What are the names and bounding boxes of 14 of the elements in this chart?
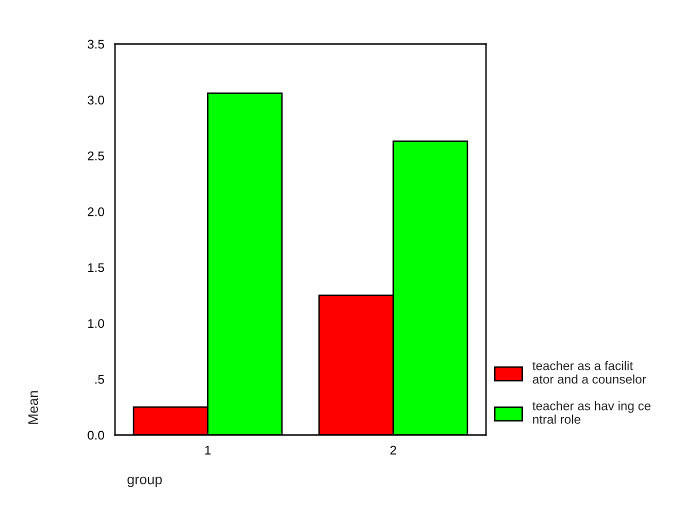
y-tick-label: .5 bbox=[95, 375, 104, 384]
x-axis-title: group bbox=[128, 476, 162, 488]
legend-label: teacher as hav ing ce ntral role bbox=[532, 401, 651, 424]
y-tick-label: 2.0 bbox=[88, 207, 104, 216]
y-tick-label: 3.5 bbox=[88, 40, 104, 49]
y-tick-label: 2.5 bbox=[88, 152, 104, 160]
x-tick-label: 1 bbox=[205, 446, 211, 454]
y-tick-label: 1.5 bbox=[88, 263, 104, 272]
y-tick-label: 3.0 bbox=[88, 96, 104, 105]
legend-label: teacher as a facilit ator and a counselor bbox=[532, 361, 646, 384]
y-tick-label: 1.0 bbox=[88, 319, 104, 328]
x-tick-label: 2 bbox=[390, 446, 396, 454]
y-tick-label: 0.0 bbox=[88, 430, 104, 440]
y-axis-title: Mean bbox=[28, 391, 38, 424]
